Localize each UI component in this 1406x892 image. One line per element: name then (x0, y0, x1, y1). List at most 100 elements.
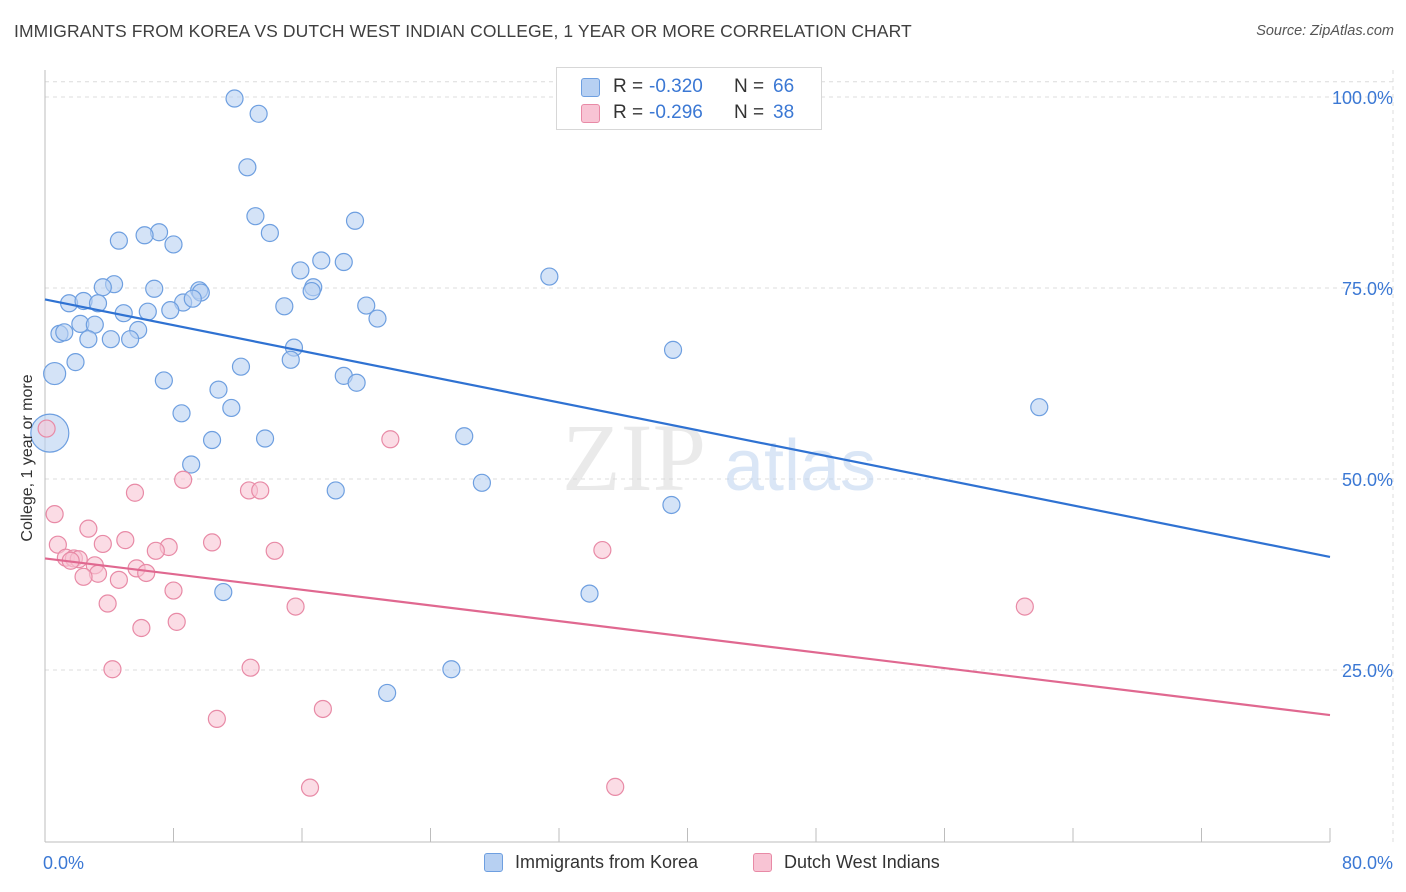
korea-point (472, 473, 491, 492)
dutch-west-indians-point (74, 567, 93, 586)
korea-point (1030, 398, 1049, 417)
dutch-west-indians-point (125, 483, 145, 502)
dutch-west-indians-point (1015, 597, 1034, 616)
dutch-west-indians-point (251, 481, 270, 500)
korea-point (225, 89, 244, 108)
watermark: ZIP atlas (562, 404, 876, 511)
dutch-west-indians-point (146, 541, 165, 560)
y-axis-label: College, 1 year or more (19, 374, 36, 542)
chart-title: IMMIGRANTS FROM KOREA VS DUTCH WEST INDI… (14, 21, 912, 41)
dutch-west-indians-point (103, 660, 122, 679)
korea-point (55, 323, 74, 342)
y-tick-label: 50.0% (1342, 470, 1393, 490)
korea-point (260, 223, 279, 243)
korea-point (222, 398, 241, 418)
dutch-west-indians-point (98, 594, 117, 613)
points-layer (30, 89, 1049, 797)
watermark-zip: ZIP (562, 404, 706, 511)
dutch-west-indians-point (313, 699, 332, 719)
dutch-west-indians-point (241, 658, 260, 677)
y-tick-label: 25.0% (1342, 661, 1393, 681)
dutch-west-indians-point (93, 534, 112, 554)
korea-point (121, 330, 140, 349)
dutch-west-indians-point (132, 618, 151, 638)
legend-r-label: R = (613, 102, 644, 123)
korea-point (291, 261, 310, 280)
korea-point (326, 481, 345, 500)
dutch-west-indians-point (109, 570, 128, 589)
korea-trend-line (44, 298, 1331, 559)
dutch-west-indians-point (48, 535, 67, 554)
y-tick-label: 75.0% (1342, 279, 1393, 299)
grid-layer (45, 70, 1394, 842)
korea-point (281, 350, 300, 369)
legend-n-label: N = (734, 76, 765, 97)
korea-point (164, 235, 183, 254)
korea-point (275, 297, 294, 316)
korea-point (238, 158, 257, 177)
legend-n-label: N = (734, 102, 765, 123)
dutch-west-indians-point (167, 612, 186, 631)
korea-point (231, 357, 251, 376)
korea-point (183, 289, 202, 308)
korea-point (368, 309, 387, 328)
korea-point (66, 353, 85, 372)
dutch-west-indians-point (265, 541, 284, 560)
legend-r-value: -0.320 (649, 76, 703, 97)
correlation-legend: R = -0.320 N = 66 R = -0.296 N = 38 (556, 67, 822, 130)
x-tick-label: 80.0% (1342, 853, 1393, 873)
legend-label-dutch-west-indians: Dutch West Indians (784, 852, 940, 872)
korea-point (209, 380, 228, 399)
korea-point (88, 294, 108, 313)
legend-swatch-pink (581, 104, 600, 123)
korea-point (302, 281, 321, 301)
legend-n-value: 38 (773, 102, 795, 123)
legend-swatch-blue (484, 853, 503, 872)
korea-point (145, 279, 164, 298)
korea-point (662, 495, 681, 515)
korea-point (455, 427, 474, 446)
korea-point (138, 302, 157, 321)
legend-r-label: R = (613, 76, 644, 97)
korea-point (43, 361, 67, 386)
korea-point (161, 301, 180, 320)
dutch-west-indians-point (137, 563, 156, 583)
korea-point (109, 231, 128, 250)
dutch-west-indians-point (45, 505, 64, 524)
legend-label-korea: Immigrants from Korea (515, 852, 699, 872)
korea-point (312, 251, 331, 270)
korea-point (378, 683, 397, 703)
korea-point (334, 252, 353, 272)
korea-point (154, 371, 173, 390)
korea-point (580, 584, 599, 603)
legend-row-korea: R = -0.320 N = 66 (557, 76, 821, 100)
dutch-west-indians-point (300, 778, 320, 797)
korea-point (246, 207, 265, 226)
axis-layer (44, 70, 1331, 843)
watermark-atlas: atlas (724, 426, 876, 506)
korea-point (79, 330, 98, 349)
dutch-west-indians-point (79, 519, 98, 538)
korea-point (182, 455, 201, 474)
dutch-west-indians-point (593, 540, 612, 560)
korea-point (172, 404, 191, 423)
korea-point (249, 104, 268, 123)
korea-point (93, 278, 112, 297)
dutch-west-indians-point (381, 430, 400, 449)
korea-point (101, 330, 120, 349)
dutch-west-indians-point (164, 581, 183, 600)
y-tick-label: 100.0% (1332, 88, 1393, 108)
korea-point (202, 430, 222, 450)
korea-point (663, 340, 683, 359)
dutch-west-indians-point (202, 533, 222, 552)
legend-n-value: 66 (773, 76, 795, 97)
dutch-west-indians-point (207, 709, 226, 728)
korea-point (540, 267, 559, 286)
tick-labels-layer: 25.0% 50.0% 75.0% 100.0% 0.0% 80.0% (43, 88, 1393, 873)
dutch-west-indians-trend-line (44, 557, 1331, 717)
korea-point (135, 226, 154, 245)
korea-point (345, 211, 365, 230)
dutch-west-indians-point (37, 419, 56, 438)
korea-point (214, 582, 233, 602)
